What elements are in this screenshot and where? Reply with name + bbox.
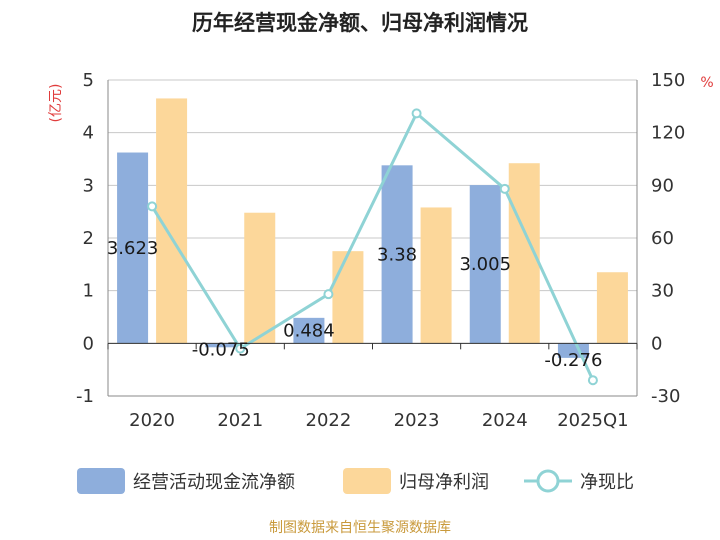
y-right-tick-label: 0: [651, 333, 662, 354]
x-category-label: 2020: [129, 410, 175, 431]
ratio-line-group: [147, 108, 598, 386]
legend-label-ratio: 净现比: [580, 472, 634, 493]
y-right-tick-label: -30: [651, 386, 680, 407]
y-right-tick-label: 120: [651, 123, 685, 144]
bar-cashflow: [469, 185, 501, 344]
y-right-tick-label: 150: [651, 70, 685, 91]
ratio-point: [235, 343, 246, 354]
y-left-tick-label: -1: [76, 386, 94, 407]
y-right-tick-label: 30: [651, 281, 674, 302]
bar-net-profit: [244, 212, 276, 344]
x-category-label: 2023: [394, 410, 440, 431]
x-category-label: 2024: [482, 410, 528, 431]
axes-group: 5 4 3 2 1 0 -1 150 120 90 60 30 0 -30 (亿元)% 2020 2021 202…: [48, 70, 714, 431]
data-label-cashflow: -0.075: [192, 339, 250, 360]
data-label-cashflow: 3.005: [459, 254, 511, 275]
ratio-point: [323, 289, 334, 300]
ratio-point: [499, 183, 510, 194]
y-left-tick-label: 3: [83, 175, 94, 196]
ratio-point: [411, 108, 422, 119]
y-right-tick-label: 90: [651, 175, 674, 196]
bars-group: [117, 98, 628, 358]
bar-net-profit: [332, 251, 364, 344]
chart-title: 历年经营现金净额、归母净利润情况: [192, 11, 528, 35]
ratio-line: [150, 110, 595, 381]
y-right-tick-label: 60: [651, 228, 674, 249]
bar-cashflow: [293, 317, 325, 344]
y-right-unit: %: [700, 75, 713, 91]
ratio-point: [147, 201, 158, 212]
x-category-label: 2025Q1: [557, 410, 628, 431]
data-label-cashflow: 3.623: [107, 238, 159, 259]
legend-swatch-cashflow: [77, 468, 125, 494]
legend: 经营活动现金流净额 归母净利润 净现比: [77, 468, 634, 494]
y-left-tick-label: 1: [83, 281, 94, 302]
legend-swatch-net-profit: [343, 468, 391, 494]
bar-cashflow: [117, 152, 149, 344]
legend-label-net-profit: 归母净利润: [399, 472, 489, 493]
bar-cashflow: [205, 343, 237, 348]
legend-label-cashflow: 经营活动现金流净额: [133, 472, 295, 493]
data-label-cashflow: 3.38: [377, 244, 417, 265]
source-note: 制图数据来自恒生聚源数据库: [269, 520, 451, 536]
x-category-label: 2022: [306, 410, 352, 431]
data-labels-group: 3.623 -0.075 0.484 3.38 3.005 -0.276: [107, 238, 603, 371]
y-left-tick-label: 2: [83, 228, 94, 249]
bar-cashflow: [381, 165, 413, 344]
data-label-cashflow: 0.484: [283, 321, 335, 342]
y-left-tick-label: 5: [83, 70, 94, 91]
x-category-label: 2021: [217, 410, 263, 431]
y-left-tick-label: 4: [83, 123, 94, 144]
bar-net-profit: [596, 272, 628, 344]
y-left-unit: (亿元): [48, 84, 64, 123]
ratio-point: [587, 375, 598, 386]
data-label-cashflow: -0.276: [544, 350, 602, 371]
bar-net-profit: [420, 207, 452, 344]
legend-marker-ratio: [536, 469, 560, 493]
y-left-tick-label: 0: [83, 333, 94, 354]
